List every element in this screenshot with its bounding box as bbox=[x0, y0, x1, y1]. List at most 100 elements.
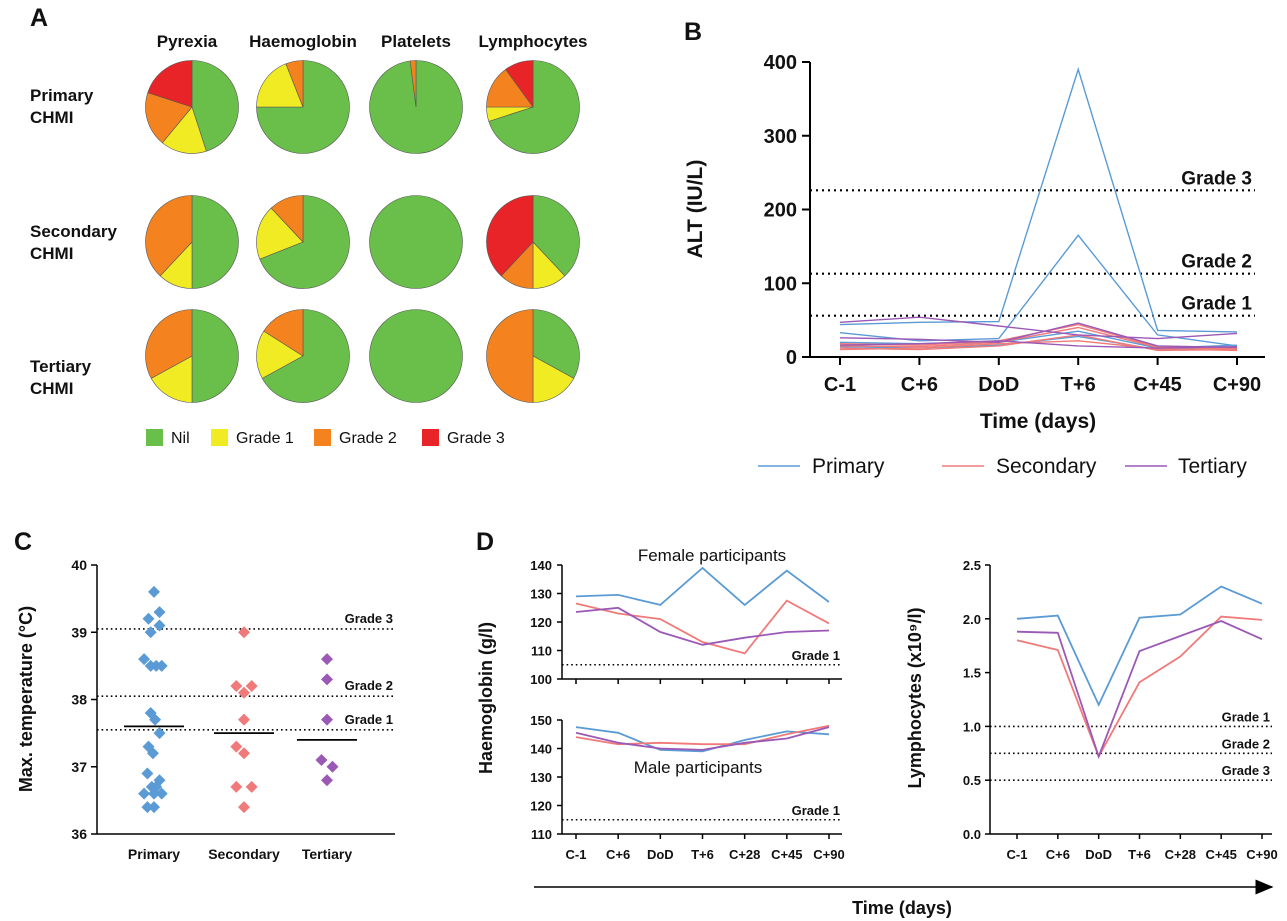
panel-a-pie-grid: Pyrexia Haemoglobin Platelets Lymphocyte… bbox=[30, 32, 587, 447]
d-lymph-y-tick-label: 0.0 bbox=[963, 827, 981, 842]
d-male-series-tertiary bbox=[575, 726, 830, 751]
b-series-secondary-5 bbox=[839, 334, 1238, 352]
b-x-tick-label: T+6 bbox=[1061, 374, 1096, 396]
b-legend: Primary Secondary Tertiary bbox=[758, 455, 1247, 478]
panel-c-temperature-chart: 36 37 38 39 40 Grade 3 Grade 2 Grade 1 Primary… bbox=[16, 557, 395, 862]
d-hb-x-tick-label: T+6 bbox=[691, 847, 714, 862]
d-lymph-x-tick-label: DoD bbox=[1085, 847, 1112, 862]
c-point-primary bbox=[141, 801, 154, 814]
c-point-tertiary bbox=[315, 754, 328, 767]
d-female-title: Female participants bbox=[638, 546, 786, 565]
c-y-tick-label: 38 bbox=[71, 692, 87, 708]
b-series-primary-1 bbox=[839, 234, 1238, 347]
d-female-series-tertiary bbox=[575, 606, 830, 646]
c-point-tertiary bbox=[321, 673, 333, 686]
pie-slice-secondary-lymphocytes-nil bbox=[532, 195, 580, 277]
pie-slice-tertiary-pyrexia-nil bbox=[191, 309, 239, 403]
pie-slice-secondary-pyrexia-nil bbox=[191, 195, 239, 289]
d-lymph-y-tick-label: 2.0 bbox=[963, 612, 981, 627]
c-point-secondary bbox=[230, 680, 243, 693]
d-female-y-tick-label: 140 bbox=[530, 558, 552, 573]
c-thresholds: Grade 3 Grade 2 Grade 1 bbox=[97, 611, 395, 731]
c-point-secondary bbox=[245, 680, 258, 693]
pie-col-haemoglobin: Haemoglobin bbox=[249, 32, 357, 51]
b-series-primary-2 bbox=[839, 330, 1238, 349]
c-point-primary bbox=[155, 659, 168, 672]
b-x-tick-label: C+45 bbox=[1133, 374, 1181, 396]
d-male-y-tick-label: 150 bbox=[530, 713, 552, 728]
b-x-tick-label: C-1 bbox=[824, 374, 856, 396]
b-x-ticks: C-1 C+6 DoD T+6 C+45 C+90 bbox=[824, 357, 1261, 396]
panel-b-letter: B bbox=[684, 18, 702, 46]
c-y-tick-label: 36 bbox=[71, 826, 87, 842]
d-lymph-x-tick-label: C-1 bbox=[1007, 847, 1028, 862]
d-lymph-threshold-label-grade-2: Grade 2 bbox=[1222, 736, 1270, 751]
d-female-y-tick-label: 100 bbox=[530, 672, 552, 687]
d-hb-y-axis-title: Haemoglobin (g/l) bbox=[476, 622, 496, 774]
b-y-tick-label: 200 bbox=[764, 200, 797, 222]
panel-c-letter: C bbox=[14, 528, 32, 556]
c-point-secondary bbox=[238, 626, 250, 639]
c-x-labels: Primary Secondary Tertiary bbox=[128, 846, 352, 862]
b-series-secondary-6 bbox=[839, 340, 1238, 352]
c-point-primary bbox=[153, 727, 166, 740]
d-lymph-y-tick-label: 1.5 bbox=[963, 666, 981, 681]
d-hb-x-tick-label: C+90 bbox=[813, 847, 844, 862]
pie-slice-tertiary-haemoglobin-grade-2 bbox=[263, 309, 304, 357]
pie-row-tertiary: Tertiary bbox=[30, 357, 92, 376]
d-lymph-x-tick-label: T+6 bbox=[1128, 847, 1151, 862]
c-medians bbox=[124, 725, 357, 741]
b-series-tertiary-8 bbox=[839, 316, 1238, 340]
c-point-secondary bbox=[230, 740, 243, 753]
pies-group bbox=[145, 60, 580, 403]
d-hb-x-tick-label: C+6 bbox=[606, 847, 630, 862]
pie-row-primary: Primary bbox=[30, 86, 94, 105]
d-hb-x-tick-label: C-1 bbox=[566, 847, 587, 862]
pie-slice-primary-platelets-grade-2 bbox=[409, 60, 417, 108]
c-point-primary bbox=[141, 767, 154, 780]
legend-label-grade3: Grade 3 bbox=[447, 430, 505, 447]
d-lymph-y-axis-title: Lymphocytes (x10⁹/l) bbox=[905, 608, 925, 789]
panel-a-letter: A bbox=[30, 4, 48, 32]
pie-col-lymphocytes: Lymphocytes bbox=[479, 32, 588, 51]
d-lymph-series-primary bbox=[1016, 585, 1263, 708]
d-female-series-secondary bbox=[575, 599, 830, 655]
d-female-y-tick-label: 110 bbox=[531, 644, 552, 659]
c-point-secondary bbox=[245, 780, 258, 793]
c-point-primary bbox=[153, 619, 166, 632]
c-threshold-label-grade-2: Grade 2 bbox=[345, 678, 393, 693]
c-point-secondary bbox=[230, 780, 243, 793]
d-male-y-tick-label: 120 bbox=[530, 799, 552, 814]
panel-d-charts: 100 110 120 130 140 Grade 1 110 120 130 140 150 Gra… bbox=[476, 546, 1278, 918]
b-legend-secondary: Secondary bbox=[996, 455, 1097, 478]
pie-slice-tertiary-lymphocytes-grade-1 bbox=[532, 355, 575, 403]
b-x-tick-label: DoD bbox=[978, 374, 1019, 396]
d-hb-content: 100 110 120 130 140 Grade 1 110 120 130 140 150 Gra… bbox=[530, 558, 844, 862]
b-threshold-label-grade-1: Grade 1 bbox=[1181, 294, 1252, 315]
d-male-series-secondary bbox=[575, 724, 830, 746]
pie-row-secondary-chmi: CHMI bbox=[30, 244, 73, 263]
c-points bbox=[138, 585, 339, 814]
c-point-primary bbox=[155, 787, 168, 800]
legend-swatch-grade2 bbox=[314, 429, 331, 446]
d-hb-x-tick-label: DoD bbox=[647, 847, 674, 862]
c-point-primary bbox=[149, 713, 162, 726]
c-point-primary bbox=[153, 606, 166, 619]
c-point-tertiary bbox=[321, 713, 333, 726]
b-series-primary-0 bbox=[839, 67, 1238, 333]
b-series-tertiary-10 bbox=[839, 340, 1238, 349]
legend-label-grade1: Grade 1 bbox=[236, 430, 294, 447]
b-y-tick-label: 400 bbox=[764, 52, 797, 74]
c-point-primary bbox=[148, 787, 160, 800]
c-point-secondary bbox=[238, 686, 250, 699]
c-x-label-secondary: Secondary bbox=[208, 846, 280, 862]
legend-label-grade2: Grade 2 bbox=[339, 430, 397, 447]
c-point-tertiary bbox=[321, 653, 333, 666]
pie-slice-secondary-pyrexia-grade-2 bbox=[145, 195, 193, 277]
pie-slice-primary-lymphocytes-nil bbox=[488, 60, 580, 154]
pie-slice-tertiary-haemoglobin-grade-1 bbox=[256, 330, 304, 379]
b-y-ticks: 0 100 200 300 400 bbox=[764, 52, 810, 369]
d-male-title: Male participants bbox=[634, 758, 763, 777]
d-male-y-tick-label: 110 bbox=[531, 827, 552, 842]
